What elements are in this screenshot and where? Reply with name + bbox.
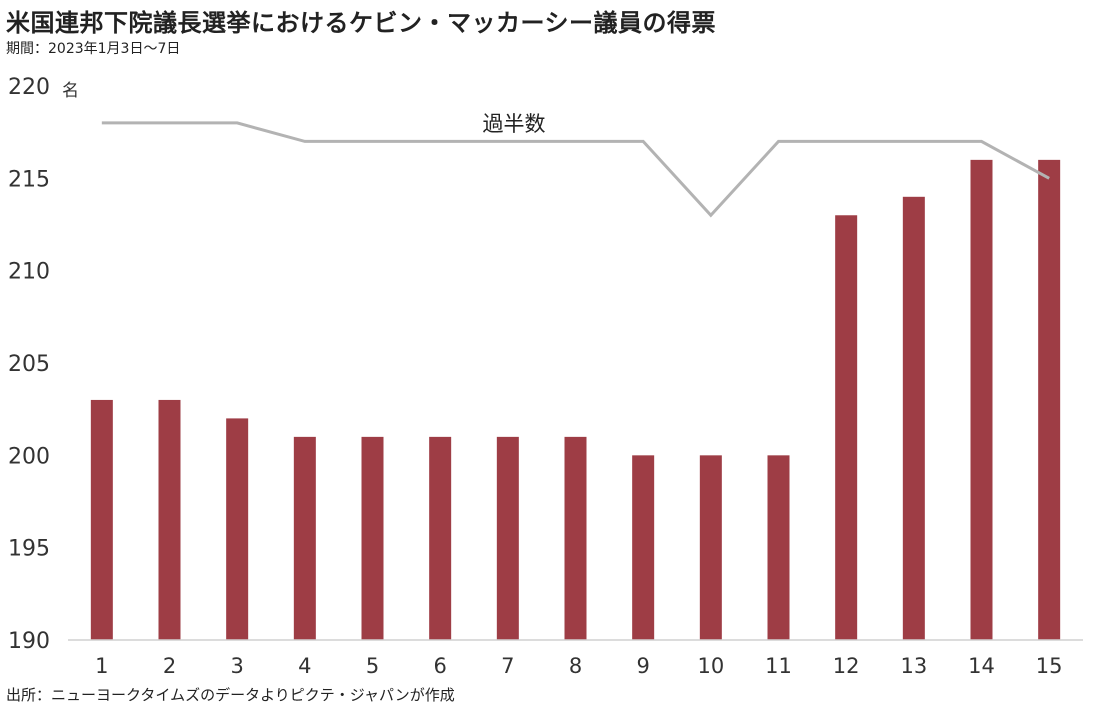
- majority-line: [101, 121, 1050, 218]
- y-ticks-group: 190 195 200 205 210 215 220: [8, 75, 50, 654]
- x-tick-label: 4: [298, 654, 311, 678]
- bar: [902, 196, 925, 641]
- chart-subtitle: 期間：2023年1月3日～7日: [6, 41, 181, 57]
- x-tick-label: 15: [1036, 654, 1063, 678]
- bar: [226, 418, 249, 640]
- y-tick-label: 215: [8, 167, 50, 192]
- x-tick-label: 3: [230, 654, 243, 678]
- y-tick-label: 190: [8, 629, 50, 654]
- x-tick-label: 6: [433, 654, 446, 678]
- bar: [361, 436, 384, 640]
- x-tick-label: 2: [163, 654, 176, 678]
- majority-line-group: [101, 121, 1050, 218]
- x-tick-label: 12: [833, 654, 860, 678]
- bar: [767, 455, 790, 640]
- y-unit-label: 名: [62, 81, 79, 101]
- x-tick-label: 8: [569, 654, 582, 678]
- bar: [429, 436, 452, 640]
- x-tick-label: 10: [697, 654, 724, 678]
- y-tick-label: 195: [8, 537, 50, 562]
- bar: [970, 159, 993, 640]
- x-tick-label: 11: [765, 654, 792, 678]
- bar: [835, 215, 858, 640]
- x-tick-label: 14: [968, 654, 995, 678]
- bar: [1038, 159, 1061, 640]
- bar: [632, 455, 655, 640]
- bar: [564, 436, 587, 640]
- x-tick-label: 7: [501, 654, 514, 678]
- source-note: 出所：ニューヨークタイムズのデータよりピクテ・ジャパンが作成: [6, 686, 455, 704]
- bar: [90, 399, 113, 640]
- y-tick-label: 200: [8, 444, 50, 469]
- x-tick-label: 9: [636, 654, 649, 678]
- bar: [496, 436, 519, 640]
- x-tick-label: 13: [900, 654, 927, 678]
- y-tick-label: 220: [8, 75, 50, 100]
- bar: [293, 436, 316, 640]
- x-ticks-group: 1 2 3 4 5 6 7 8 9 10 11 12 13 14 15: [95, 654, 1062, 678]
- bars-group: [90, 159, 1061, 641]
- bar: [158, 399, 181, 640]
- chart-title: 米国連邦下院議長選挙におけるケビン・マッカーシー議員の得票: [6, 9, 717, 37]
- y-tick-label: 210: [8, 260, 50, 285]
- x-tick-label: 1: [95, 654, 108, 678]
- bar: [699, 455, 722, 640]
- majority-line-label: 過半数: [483, 112, 546, 136]
- x-tick-label: 5: [366, 654, 379, 678]
- y-tick-label: 205: [8, 352, 50, 377]
